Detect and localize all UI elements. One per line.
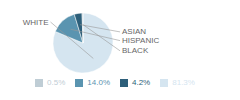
svg-text:BLACK: BLACK [122, 46, 149, 55]
svg-text:WHITE: WHITE [23, 18, 49, 27]
html-text:14.0%: 14.0% [87, 78, 110, 87]
html-text:81.3%: 81.3% [172, 78, 195, 87]
svg-text:ASIAN: ASIAN [122, 27, 146, 36]
html-text:4.2%: 4.2% [132, 78, 151, 87]
html-text:0.5%: 0.5% [47, 78, 66, 87]
svg-text:HISPANIC: HISPANIC [122, 36, 159, 45]
